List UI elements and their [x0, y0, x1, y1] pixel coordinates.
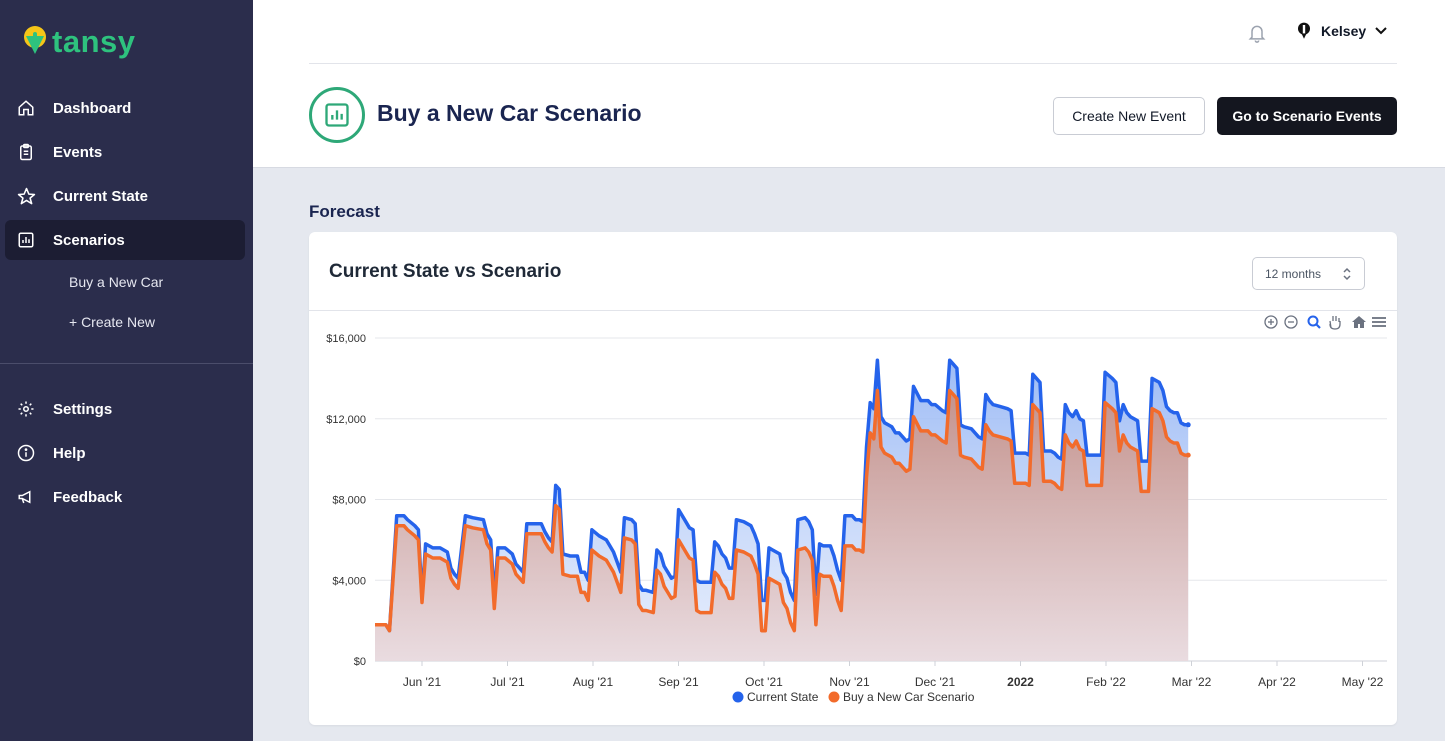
- series-area-scenario: [375, 390, 1189, 661]
- info-icon: [16, 443, 36, 463]
- sidebar-item-current-state[interactable]: Current State: [0, 174, 253, 218]
- range-select-value: 12 months: [1265, 266, 1322, 281]
- x-tick-label: Nov '21: [829, 675, 870, 689]
- x-tick-label: Dec '21: [915, 675, 956, 689]
- y-tick-label: $8,000: [332, 495, 366, 507]
- card-header: Current State vs Scenario 12 months: [309, 232, 1397, 311]
- sidebar-item-label: Current State: [53, 187, 149, 205]
- main-nav: Dashboard Events Current State Scenarios…: [0, 86, 253, 342]
- forecast-chart: $0 $4,000 $8,000 $12,000 $16,000 Jun '21 Jul …: [326, 315, 1387, 704]
- sidebar-item-label: Dashboard: [53, 99, 132, 117]
- sidebar-item-dashboard[interactable]: Dashboard: [0, 86, 253, 130]
- magnify-icon[interactable]: [1307, 315, 1321, 329]
- user-name: Kelsey: [1321, 23, 1367, 39]
- star-icon: [16, 186, 36, 206]
- x-tick-label: Aug '21: [573, 675, 614, 689]
- x-tick-label: Feb '22: [1086, 675, 1126, 689]
- x-tick-label: Jul '21: [490, 675, 525, 689]
- sidebar-item-scenarios[interactable]: Scenarios: [5, 220, 245, 260]
- user-menu[interactable]: Kelsey: [1296, 22, 1387, 40]
- x-tick-label: Oct '21: [745, 675, 783, 689]
- sidebar-subitem-buy-a-new-car[interactable]: Buy a New Car: [69, 274, 164, 290]
- secondary-nav: Settings Help Feedback: [0, 387, 253, 519]
- sidebar-item-help[interactable]: Help: [0, 431, 253, 475]
- tansy-logo-icon: [24, 26, 46, 54]
- scenario-icon: [309, 87, 365, 143]
- home-icon-shape: [1352, 316, 1366, 328]
- zoom-in-icon[interactable]: [1264, 315, 1278, 329]
- bell-icon[interactable]: [1247, 22, 1267, 44]
- sidebar-item-label: Feedback: [53, 488, 123, 506]
- x-tick-label: May '22: [1342, 675, 1384, 689]
- sidebar-item-label: Settings: [53, 400, 113, 418]
- y-tick-label: $0: [354, 656, 366, 668]
- sidebar-item-feedback[interactable]: Feedback: [0, 475, 253, 519]
- menu-icon[interactable]: [1372, 317, 1386, 327]
- magnify-icon-ring: [1307, 315, 1319, 327]
- sidebar-divider: [0, 363, 253, 364]
- gear-icon: [16, 399, 36, 419]
- avatar-icon: [1298, 22, 1310, 39]
- page-title: Buy a New Car Scenario: [377, 100, 642, 126]
- y-tick-label: $12,000: [326, 414, 366, 426]
- chart-icon: [16, 230, 36, 250]
- x-tick-label: Jun '21: [403, 675, 442, 689]
- home-icon: [16, 98, 36, 118]
- sidebar-item-events[interactable]: Events: [0, 130, 253, 174]
- pan-hand-icon-shape: [1329, 316, 1341, 330]
- series-end-point: [1185, 422, 1191, 428]
- legend-marker: [828, 691, 840, 703]
- x-tick-label: 2022: [1007, 675, 1034, 689]
- megaphone-icon: [16, 487, 36, 507]
- top-header: Kelsey Buy a New Car Scenario Create New…: [253, 0, 1445, 168]
- sidebar-item-label: Events: [53, 143, 103, 161]
- series-line-scenario: [375, 388, 1189, 633]
- sidebar-subitem-create-new[interactable]: + Create New: [69, 314, 155, 330]
- create-new-event-button[interactable]: Create New Event: [1053, 97, 1205, 135]
- x-tick-label: Sep '21: [658, 675, 699, 689]
- home-icon[interactable]: [1352, 316, 1366, 328]
- series-line-current-state: [375, 358, 1189, 633]
- zoom-in-icon-ring: [1264, 315, 1278, 329]
- header-divider: [309, 63, 1397, 64]
- magnify-icon-handle: [1315, 323, 1321, 329]
- range-select[interactable]: 12 months: [1252, 257, 1365, 290]
- updown-arrows-icon: [1343, 267, 1351, 281]
- sidebar-item-settings[interactable]: Settings: [0, 387, 253, 431]
- x-tick-label: Mar '22: [1172, 675, 1212, 689]
- legend-label: Current State: [747, 690, 819, 704]
- legend-marker: [732, 691, 744, 703]
- chevron-down-icon: [1375, 27, 1387, 35]
- x-tick-label: Apr '22: [1258, 675, 1296, 689]
- zoom-out-icon-ring: [1284, 315, 1298, 329]
- go-to-scenario-events-button[interactable]: Go to Scenario Events: [1217, 97, 1397, 135]
- forecast-section-title: Forecast: [309, 202, 380, 221]
- brand-name: tansy: [52, 23, 136, 59]
- y-tick-label: $16,000: [326, 333, 366, 345]
- series-end-point: [1185, 452, 1191, 458]
- sidebar: tansy Dashboard Events Current State Sce…: [0, 0, 253, 741]
- brand-logo[interactable]: tansy: [22, 24, 135, 58]
- zoom-out-icon[interactable]: [1284, 315, 1298, 329]
- pan-hand-icon[interactable]: [1329, 316, 1341, 330]
- sidebar-item-label: Help: [53, 444, 86, 462]
- y-tick-label: $4,000: [332, 575, 366, 587]
- sidebar-item-label: Scenarios: [53, 231, 125, 249]
- card-title: Current State vs Scenario: [329, 261, 562, 282]
- legend-label: Buy a New Car Scenario: [843, 690, 975, 704]
- clipboard-icon: [16, 142, 36, 162]
